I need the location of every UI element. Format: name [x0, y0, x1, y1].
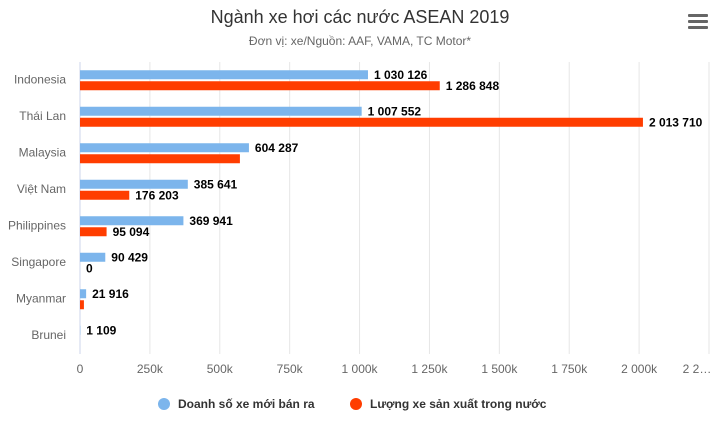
- category-label: Thái Lan: [19, 109, 66, 123]
- category-label: Brunei: [31, 328, 66, 342]
- x-tick-label: 2 000k: [621, 362, 658, 376]
- data-label: 1 109: [86, 323, 116, 337]
- data-label: 0: [86, 261, 93, 275]
- bar: [80, 70, 368, 80]
- menu-bar: [688, 20, 708, 23]
- x-tick-label: 1 500k: [481, 362, 518, 376]
- data-label: 1 286 848: [446, 79, 500, 93]
- x-tick-label: 1 250k: [411, 362, 448, 376]
- menu-bar: [688, 26, 708, 29]
- legend-marker: [350, 398, 362, 410]
- legend-marker: [158, 398, 170, 410]
- bar: [80, 289, 87, 299]
- x-tick-label: 0: [77, 362, 84, 376]
- legend-label: Doanh số xe mới bán ra: [178, 397, 315, 411]
- bar: [80, 143, 249, 153]
- data-label: 385 641: [194, 177, 238, 191]
- x-tick-label: 750k: [277, 362, 304, 376]
- bar: [80, 106, 362, 116]
- data-label: 604 287: [255, 141, 299, 155]
- data-label: 90 429: [111, 250, 148, 264]
- category-label: Malaysia: [19, 145, 67, 159]
- legend-label: Lượng xe sản xuất trong nước: [370, 397, 547, 411]
- data-label: 2 013 710: [649, 115, 703, 129]
- menu-bar: [688, 14, 708, 17]
- category-label: Myanmar: [16, 291, 66, 305]
- bar: [80, 154, 240, 164]
- bar: [80, 190, 130, 200]
- bar: [80, 216, 184, 226]
- category-label: Indonesia: [14, 72, 66, 86]
- bar: [80, 227, 107, 237]
- x-tick-label: 1 000k: [342, 362, 379, 376]
- x-tick-label: 250k: [137, 362, 164, 376]
- bar: [80, 300, 84, 310]
- data-label: 369 941: [189, 214, 233, 228]
- menu-button[interactable]: [688, 14, 708, 29]
- x-tick-label: 2 2…: [683, 362, 712, 376]
- x-tick-label: 500k: [207, 362, 234, 376]
- data-label: 95 094: [113, 225, 150, 239]
- bar: [80, 252, 106, 262]
- category-label: Singapore: [11, 255, 66, 269]
- data-label: 21 916: [92, 287, 129, 301]
- category-label: Philippines: [8, 218, 66, 232]
- chart-subtitle: Đơn vị: xe/Nguồn: AAF, VAMA, TC Motor*: [249, 34, 472, 48]
- chart-title: Ngành xe hơi các nước ASEAN 2019: [211, 7, 510, 27]
- data-label: 176 203: [135, 188, 179, 202]
- category-label: Việt Nam: [17, 182, 66, 196]
- data-label: 1 007 552: [368, 104, 422, 118]
- bar: [80, 81, 440, 91]
- bar: [80, 117, 643, 127]
- x-tick-label: 1 750k: [551, 362, 588, 376]
- bar: [80, 179, 188, 189]
- data-label: 1 030 126: [374, 68, 428, 82]
